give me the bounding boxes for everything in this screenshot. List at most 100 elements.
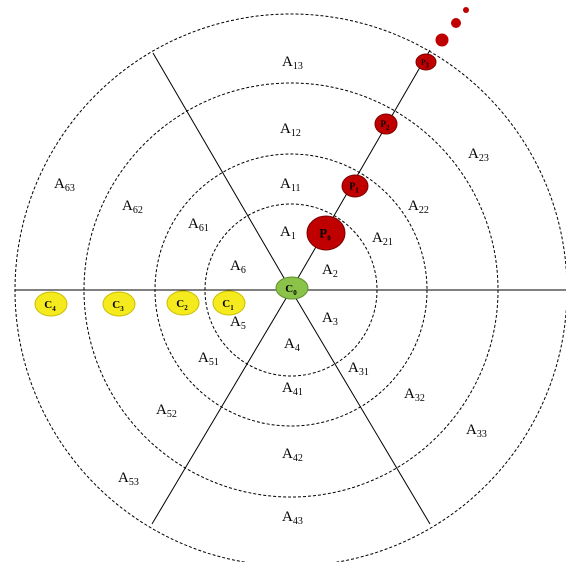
label-subscript: 4 — [52, 305, 56, 313]
p-node-label: P0 — [319, 226, 331, 243]
region-label-a23: A23 — [468, 146, 489, 164]
label-base: A — [54, 176, 65, 192]
label-subscript: 11 — [291, 183, 301, 194]
region-label-a22: A22 — [408, 198, 429, 216]
label-base: A — [284, 336, 295, 352]
label-base: C — [222, 298, 230, 310]
label-subscript: 12 — [291, 128, 301, 139]
region-label-a1: A1 — [280, 224, 296, 242]
label-base: P — [319, 226, 327, 241]
region-label-a32: A32 — [404, 386, 425, 404]
label-base: P — [349, 182, 355, 193]
label-subscript: 41 — [293, 387, 303, 398]
center-node: C0 — [275, 276, 309, 300]
label-subscript: 4 — [295, 343, 300, 354]
label-subscript: 3 — [333, 317, 338, 328]
p-node-p1: P1 — [341, 174, 369, 198]
label-subscript: 22 — [419, 205, 429, 216]
label-subscript: 3 — [120, 305, 124, 313]
label-subscript: 1 — [291, 231, 296, 242]
c-node-c4: C4 — [34, 291, 68, 317]
region-label-a2: A2 — [322, 262, 338, 280]
trail-dot-1 — [435, 33, 449, 47]
label-base: P — [421, 58, 426, 66]
label-base: A — [188, 216, 199, 232]
label-subscript: 1 — [230, 304, 234, 312]
label-base: A — [322, 262, 333, 278]
label-base: A — [156, 402, 167, 418]
p-node-label: P2 — [381, 119, 391, 132]
label-base: P — [381, 119, 387, 129]
c-node-label: C1 — [222, 298, 234, 312]
region-label-a31: A31 — [348, 360, 369, 378]
trail-dot-2 — [451, 18, 461, 28]
trail-dot-3 — [463, 7, 469, 13]
region-label-a11: A11 — [280, 176, 300, 194]
label-subscript: 13 — [293, 61, 303, 72]
region-label-a12: A12 — [280, 121, 301, 139]
label-base: A — [404, 386, 415, 402]
region-label-a63: A63 — [54, 176, 75, 194]
label-subscript: 2 — [386, 124, 390, 132]
divider-upper-left — [152, 52, 292, 291]
region-label-a5: A5 — [230, 314, 246, 332]
c-node-shape — [102, 291, 136, 317]
region-label-a33: A33 — [466, 422, 487, 440]
label-base: A — [408, 198, 419, 214]
label-base: A — [282, 54, 293, 70]
center-node-shape — [275, 276, 309, 300]
label-base: C — [112, 299, 120, 311]
region-label-a4: A4 — [284, 336, 300, 354]
label-base: A — [280, 121, 291, 137]
label-base: A — [466, 422, 477, 438]
p-node-shape — [374, 113, 398, 135]
label-base: A — [122, 198, 133, 214]
label-subscript: 2 — [333, 269, 338, 280]
region-label-a62: A62 — [122, 198, 143, 216]
region-label-a53: A53 — [118, 470, 139, 488]
label-subscript: 43 — [293, 516, 303, 527]
p-node-p0: P0 — [306, 215, 346, 251]
label-subscript: 32 — [415, 393, 425, 404]
label-subscript: 63 — [65, 183, 75, 194]
label-base: A — [322, 310, 333, 326]
label-base: A — [468, 146, 479, 162]
label-subscript: 23 — [479, 153, 489, 164]
label-base: A — [118, 470, 129, 486]
label-subscript: 5 — [241, 321, 246, 332]
label-base: A — [372, 230, 383, 246]
center-node-label: C0 — [285, 283, 297, 297]
label-base: C — [285, 283, 293, 295]
region-label-a52: A52 — [156, 402, 177, 420]
divider-lower-right — [290, 289, 431, 525]
label-base: A — [282, 509, 293, 525]
label-base: A — [282, 380, 293, 396]
c-node-shape — [212, 290, 246, 316]
label-subscript: 6 — [241, 265, 246, 276]
divider-lower-left — [151, 289, 292, 525]
label-subscript: 0 — [327, 235, 331, 243]
region-label-a42: A42 — [282, 446, 303, 464]
label-subscript: 52 — [167, 409, 177, 420]
region-label-a3: A3 — [322, 310, 338, 328]
label-subscript: 2 — [184, 304, 188, 312]
region-label-a41: A41 — [282, 380, 303, 398]
label-base: C — [44, 299, 52, 311]
label-base: A — [348, 360, 359, 376]
label-subscript: 51 — [209, 357, 219, 368]
c-node-label: C2 — [176, 298, 188, 312]
label-subscript: 61 — [199, 223, 209, 234]
c-node-label: C3 — [112, 299, 124, 313]
label-subscript: 53 — [129, 477, 139, 488]
p-node-label: P1 — [349, 182, 359, 195]
region-labels: A1A2A3A4A5A6A11A12A13A21A22A23A31A32A33A… — [54, 54, 489, 527]
label-subscript: 21 — [383, 237, 393, 248]
p-node-label: P3 — [421, 58, 429, 69]
label-base: A — [198, 350, 209, 366]
trail-dots — [435, 7, 469, 47]
c-node-c1: C1 — [212, 290, 246, 316]
region-label-a61: A61 — [188, 216, 209, 234]
region-label-a43: A43 — [282, 509, 303, 527]
